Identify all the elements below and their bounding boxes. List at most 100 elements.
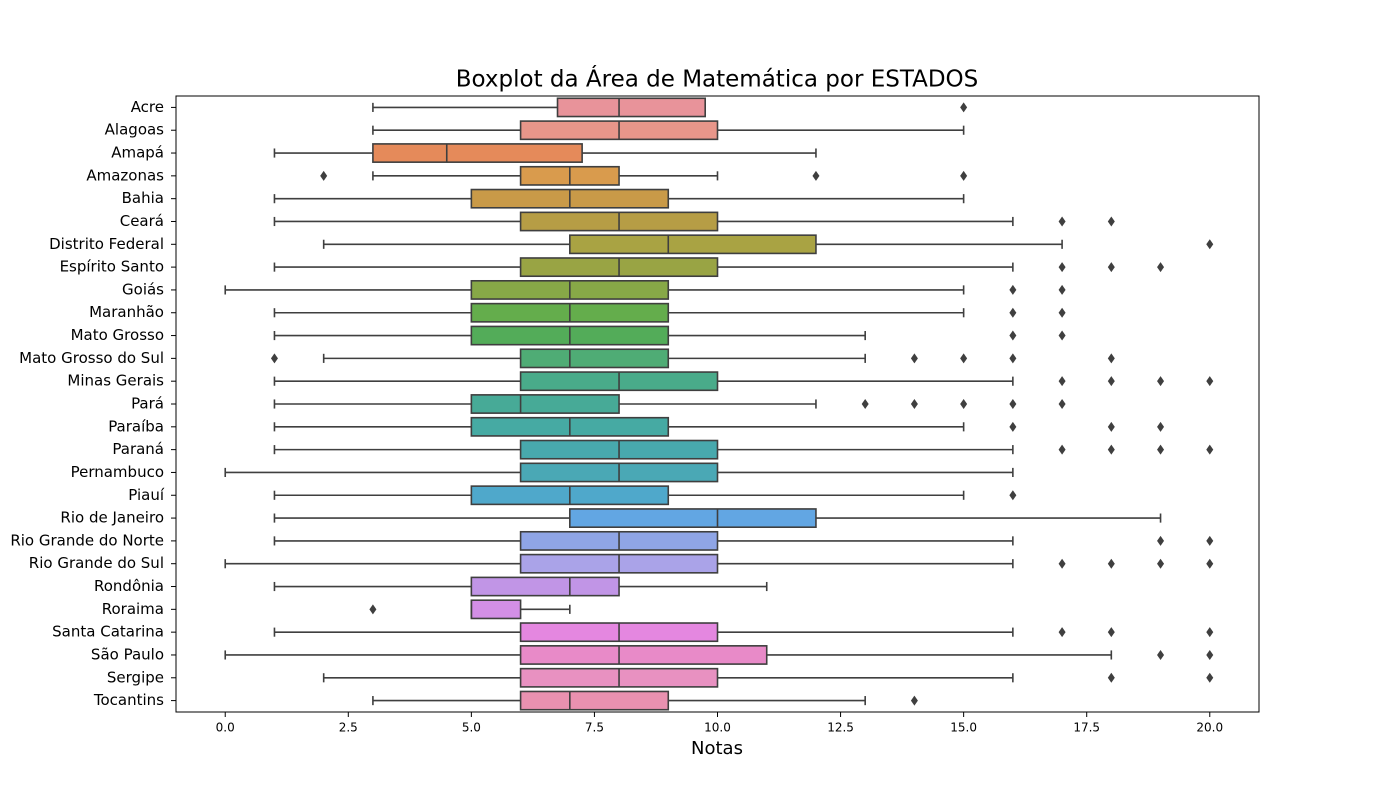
outlier <box>1058 284 1066 295</box>
outlier <box>1157 421 1165 432</box>
outlier <box>1157 444 1165 455</box>
outlier <box>861 399 869 409</box>
x-tick-label: 7.5 <box>585 721 604 735</box>
x-tick-label: 20.0 <box>1196 721 1223 735</box>
y-tick-label: Paraíba <box>108 417 164 435</box>
outlier <box>1157 535 1165 546</box>
outlier <box>1009 353 1017 364</box>
outlier <box>1107 376 1115 387</box>
outlier <box>910 695 918 706</box>
outlier <box>1058 399 1066 409</box>
outlier <box>1157 376 1165 387</box>
y-tick-label: Santa Catarina <box>52 623 164 641</box>
y-tick-label: Mato Grosso do Sul <box>19 349 164 367</box>
y-tick-label: Goiás <box>122 280 164 298</box>
outlier <box>1206 558 1214 569</box>
y-tick-label: Tocantins <box>93 691 164 709</box>
outlier <box>1157 262 1165 273</box>
y-tick-label: Rio Grande do Sul <box>29 554 164 572</box>
x-tick-label: 0.0 <box>216 721 235 735</box>
outlier <box>1009 490 1017 501</box>
outlier <box>1157 649 1165 660</box>
y-tick-label: Sergipe <box>107 668 164 686</box>
outlier <box>1206 535 1214 546</box>
box <box>556 97 706 118</box>
outlier <box>1107 558 1115 569</box>
y-tick-label: Paraná <box>112 440 164 458</box>
outlier <box>1058 627 1066 638</box>
y-tick-label: Maranhão <box>89 303 164 321</box>
box <box>470 394 620 414</box>
box <box>519 348 670 369</box>
box <box>372 143 583 163</box>
outlier <box>1107 672 1115 683</box>
outlier <box>960 399 968 409</box>
y-tick-label: Pernambuco <box>71 463 164 481</box>
outlier <box>910 353 918 364</box>
outlier <box>1058 330 1066 341</box>
x-tick-label: 10.0 <box>704 721 731 735</box>
y-tick-label: Espírito Santo <box>60 258 164 276</box>
outlier <box>270 353 278 364</box>
y-tick-label: Rondônia <box>94 577 164 595</box>
y-tick-label: Mato Grosso <box>71 326 164 344</box>
outlier <box>1107 353 1115 364</box>
y-tick-label: Amapá <box>111 144 164 162</box>
outlier <box>369 604 377 615</box>
y-tick-label: Distrito Federal <box>49 235 164 253</box>
y-tick-label: Rio de Janeiro <box>60 509 164 527</box>
plot-frame <box>175 95 1260 713</box>
outlier <box>1107 627 1115 638</box>
box <box>470 599 522 620</box>
outlier <box>1206 672 1214 683</box>
outlier <box>1206 376 1214 387</box>
outlier <box>960 170 968 181</box>
x-tick-label: 17.5 <box>1073 721 1100 735</box>
y-tick-label: Ceará <box>120 212 164 230</box>
outlier <box>1058 376 1066 387</box>
outlier <box>1009 307 1017 318</box>
outlier <box>910 399 918 409</box>
outlier <box>1206 649 1214 660</box>
y-tick-label: Piauí <box>128 486 165 504</box>
box <box>519 690 670 711</box>
outlier <box>1206 444 1214 455</box>
outlier <box>1009 421 1017 432</box>
y-tick-label: Pará <box>131 395 164 413</box>
y-tick-label: Roraima <box>102 600 164 618</box>
y-tick-label: Amazonas <box>86 166 164 184</box>
outlier <box>1107 216 1115 227</box>
outlier <box>1157 558 1165 569</box>
outlier <box>1058 262 1066 273</box>
outlier <box>812 170 820 181</box>
x-tick-label: 15.0 <box>950 721 977 735</box>
outlier <box>1058 444 1066 455</box>
outlier <box>960 102 968 113</box>
y-tick-label: Bahia <box>122 189 164 207</box>
outlier <box>320 170 328 181</box>
x-axis-label: Notas <box>691 738 743 759</box>
y-tick-label: Rio Grande do Norte <box>10 531 164 549</box>
outlier <box>1058 216 1066 227</box>
y-tick-label: Acre <box>131 98 164 116</box>
outlier <box>960 353 968 364</box>
box <box>519 645 768 665</box>
outlier <box>1009 330 1017 341</box>
outlier <box>1058 307 1066 318</box>
chart-title: Boxplot da Área de Matemática por ESTADO… <box>456 65 979 93</box>
outlier <box>1058 558 1066 569</box>
y-tick-label: São Paulo <box>91 645 164 663</box>
outlier <box>1107 262 1115 273</box>
outlier <box>1009 399 1017 409</box>
outlier <box>1009 284 1017 295</box>
y-tick-label: Alagoas <box>105 121 165 139</box>
outlier <box>1107 444 1115 455</box>
box <box>470 576 620 597</box>
outlier <box>1107 421 1115 432</box>
x-tick-label: 5.0 <box>462 721 481 735</box>
x-tick-label: 12.5 <box>827 721 854 735</box>
x-tick-label: 2.5 <box>339 721 358 735</box>
box <box>569 234 817 255</box>
outlier <box>1206 627 1214 638</box>
